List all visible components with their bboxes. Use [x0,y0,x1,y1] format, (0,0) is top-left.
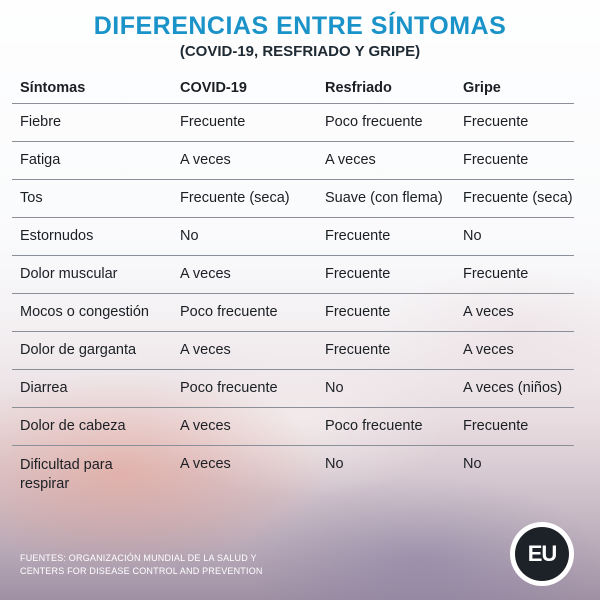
table-row: Dificultad para respirar A veces No No [12,446,574,500]
flu-cell: A veces [463,304,514,320]
covid-cell: A veces [180,456,231,472]
flu-cell: Frecuente [463,418,529,434]
flu-cell: Frecuente [463,152,529,168]
table-row: Dolor de garganta A veces Frecuente A ve… [12,332,574,370]
cold-cell: Poco frecuente [325,114,423,130]
flu-cell: Frecuente (seca) [463,190,573,206]
covid-cell: A veces [180,418,231,434]
eu-logo: EU [510,522,574,586]
cold-cell: Frecuente [325,228,391,244]
table-row: Diarrea Poco frecuente No A veces (niños… [12,370,574,408]
table-row: Tos Frecuente (seca) Suave (con flema) F… [12,180,574,218]
covid-cell: Frecuente [180,114,246,130]
cold-cell: No [325,456,344,472]
flu-cell: A veces (niños) [463,380,563,396]
header-cold: Resfriado [325,80,392,96]
flu-cell: A veces [463,342,514,358]
symptom-cell: Dolor muscular [20,266,118,282]
symptom-cell: Dificultad para respirar [20,457,113,492]
table-row: Dolor muscular A veces Frecuente Frecuen… [12,256,574,294]
flu-cell: Frecuente [463,266,529,282]
cold-cell: Poco frecuente [325,418,423,434]
covid-cell: No [180,228,199,244]
symptom-cell: Mocos o congestión [20,304,149,320]
sources-credit: FUENTES: ORGANIZACIÓN MUNDIAL DE LA SALU… [20,552,263,578]
covid-cell: A veces [180,266,231,282]
covid-cell: Poco frecuente [180,304,278,320]
symptoms-table: Síntomas COVID-19 Resfriado Gripe Fiebre… [12,70,574,500]
table-row: Fiebre Frecuente Poco frecuente Frecuent… [12,104,574,142]
covid-cell: Frecuente (seca) [180,190,290,206]
cold-cell: Frecuente [325,266,391,282]
flu-cell: No [463,456,482,472]
covid-cell: Poco frecuente [180,380,278,396]
table-header-row: Síntomas COVID-19 Resfriado Gripe [12,70,574,104]
flu-cell: Frecuente [463,114,529,130]
symptom-cell: Dolor de garganta [20,342,137,358]
infographic-subtitle: (COVID-19, RESFRIADO Y GRIPE) [179,43,421,60]
symptom-cell: Fatiga [20,152,61,168]
cold-cell: A veces [325,152,376,168]
infographic-title: DIFERENCIAS ENTRE SÍNTOMAS [93,12,507,40]
symptom-cell: Dolor de cabeza [20,418,126,434]
table-row: Dolor de cabeza A veces Poco frecuente F… [12,408,574,446]
covid-cell: A veces [180,342,231,358]
header-covid: COVID-19 [180,80,247,96]
sources-line-1: FUENTES: ORGANIZACIÓN MUNDIAL DE LA SALU… [20,553,257,563]
eu-logo-mark: EU [515,527,569,581]
cold-cell: Frecuente [325,304,391,320]
table-row: Mocos o congestión Poco frecuente Frecue… [12,294,574,332]
sources-line-2: CENTERS FOR DISEASE CONTROL AND PREVENTI… [20,566,263,576]
symptom-cell: Estornudos [20,228,94,244]
table-row: Fatiga A veces A veces Frecuente [12,142,574,180]
symptom-cell: Fiebre [20,114,62,130]
cold-cell: No [325,380,344,396]
header-flu: Gripe [463,80,501,96]
symptom-cell: Diarrea [20,380,68,396]
cold-cell: Frecuente [325,342,391,358]
symptom-cell: Tos [20,190,43,206]
header-symptoms: Síntomas [20,80,86,96]
cold-cell: Suave (con flema) [325,190,443,206]
covid-cell: A veces [180,152,231,168]
flu-cell: No [463,228,482,244]
table-row: Estornudos No Frecuente No [12,218,574,256]
